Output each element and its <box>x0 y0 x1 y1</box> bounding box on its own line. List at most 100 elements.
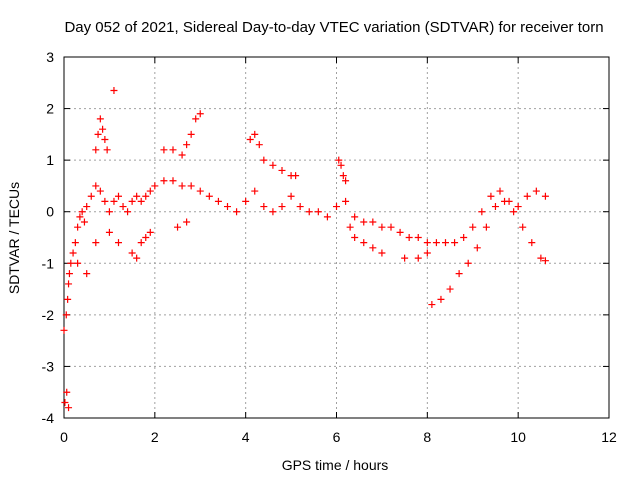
data-point <box>65 404 73 412</box>
data-point <box>62 311 70 319</box>
data-point <box>92 146 100 154</box>
data-point <box>196 110 204 118</box>
data-point <box>101 197 109 205</box>
data-point <box>378 223 386 231</box>
x-tick-labels: 0 2 4 6 8 10 12 <box>60 429 617 445</box>
y-tick-label: -3 <box>42 358 55 374</box>
data-point <box>83 270 91 278</box>
data-point <box>351 213 359 221</box>
data-point <box>442 239 449 247</box>
data-point <box>337 161 345 169</box>
data-point <box>105 208 113 216</box>
data-point <box>115 239 122 247</box>
data-point <box>80 218 88 226</box>
data-point <box>76 213 84 221</box>
data-point <box>142 192 150 200</box>
data-point <box>178 182 186 190</box>
y-tick-label: 0 <box>46 204 54 220</box>
x-tick-label: 0 <box>60 429 68 445</box>
x-tick-label: 4 <box>242 429 250 445</box>
data-point <box>192 115 200 123</box>
data-point <box>137 239 145 247</box>
data-point <box>92 182 100 190</box>
data-point <box>115 192 122 200</box>
data-point <box>74 223 82 231</box>
data-point <box>296 203 304 211</box>
data-point <box>519 223 527 231</box>
data-point <box>423 249 431 257</box>
data-point <box>133 192 141 200</box>
data-point <box>187 182 195 190</box>
data-point <box>169 146 177 154</box>
data-point <box>133 254 141 262</box>
data-point <box>142 234 150 241</box>
data-point <box>246 136 254 144</box>
data-point <box>251 130 259 138</box>
data-point <box>92 239 100 247</box>
data-point <box>314 208 322 216</box>
y-tick-labels: -4 -3 -2 -1 0 1 2 3 <box>42 49 55 426</box>
data-point <box>119 203 127 211</box>
chart-title: Day 052 of 2021, Sidereal Day-to-day VTE… <box>64 19 603 36</box>
data-point <box>378 249 386 257</box>
data-point <box>335 156 343 164</box>
data-point <box>69 249 77 257</box>
y-tick-label: -4 <box>42 410 55 426</box>
y-tick-label: 3 <box>46 49 54 65</box>
data-point <box>63 388 71 396</box>
data-point <box>251 187 259 195</box>
data-point <box>351 234 359 241</box>
data-point <box>278 203 286 211</box>
data-point <box>387 223 395 231</box>
data-point <box>160 146 168 154</box>
x-tick-label: 6 <box>333 429 341 445</box>
data-point <box>103 146 111 154</box>
data-point <box>278 166 286 174</box>
data-point <box>178 151 186 159</box>
data-point <box>242 197 250 205</box>
data-point <box>128 249 136 257</box>
x-axis-label: GPS time / hours <box>282 457 389 473</box>
data-point <box>205 192 213 200</box>
data-point <box>94 130 102 138</box>
data-point <box>160 177 168 185</box>
data-point <box>423 239 431 247</box>
data-point <box>460 234 468 241</box>
data-point <box>323 213 331 221</box>
data-point <box>255 141 263 149</box>
data-point <box>414 254 422 262</box>
data-point <box>510 208 518 216</box>
data-point <box>437 295 445 303</box>
axis-ticks <box>63 56 610 419</box>
data-point <box>333 203 340 211</box>
data-point <box>101 136 109 144</box>
y-axis-label: SDTVAR / TECUs <box>6 182 22 294</box>
data-point <box>87 192 95 200</box>
data-point <box>537 254 545 262</box>
data-point <box>214 197 222 205</box>
data-point <box>482 223 490 231</box>
data-point <box>360 239 368 247</box>
data-point <box>496 187 504 195</box>
data-point <box>346 223 354 231</box>
data-point <box>292 172 300 180</box>
data-point <box>469 223 477 231</box>
data-point <box>105 228 113 236</box>
data-point <box>491 203 499 211</box>
data-point <box>233 208 241 216</box>
data-point <box>83 203 91 211</box>
data-point <box>514 203 522 211</box>
data-point <box>61 399 69 407</box>
series-0 <box>60 177 549 334</box>
data-point <box>78 208 86 216</box>
data-point <box>128 197 136 205</box>
data-point <box>64 295 72 303</box>
data-point <box>60 326 68 334</box>
grid <box>64 57 609 418</box>
data-point <box>287 192 295 200</box>
data-point <box>432 239 440 247</box>
y-tick-label: -1 <box>42 255 55 271</box>
data-point <box>146 187 154 195</box>
data-point <box>96 115 104 123</box>
